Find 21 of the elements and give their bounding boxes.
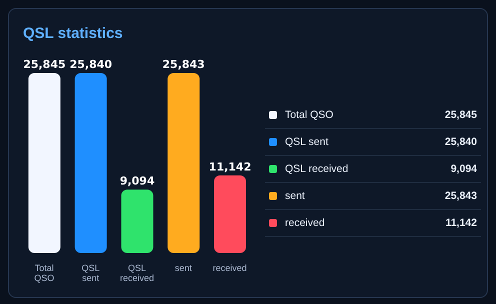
category-label: QSL sent [285,136,328,148]
data-label: 25,840 [70,58,112,72]
text: 11,142 [445,216,477,228]
data-label: 9,094 [120,174,155,188]
x-tick-label: received [212,263,247,273]
x-tick-label: sent [174,263,192,273]
text: 25,840 [444,136,477,148]
chart-title: QSL statistics [23,25,123,42]
text: 25,843 [444,190,477,202]
x-tick-label: Total QSO [34,263,54,283]
category-label: Total QSO [285,108,334,120]
category-label: sent [285,190,305,202]
x-tick-label: QSL sent [82,263,100,283]
category-label: QSL received [285,162,348,174]
text: 9,094 [450,162,477,174]
x-tick-label: QSL received [120,263,154,283]
data-label: 25,843 [162,58,205,72]
category-label: received [285,216,325,228]
data-label: 11,142 [208,160,252,174]
text: 25,845 [444,108,477,120]
data-label: 25,845 [23,58,66,71]
